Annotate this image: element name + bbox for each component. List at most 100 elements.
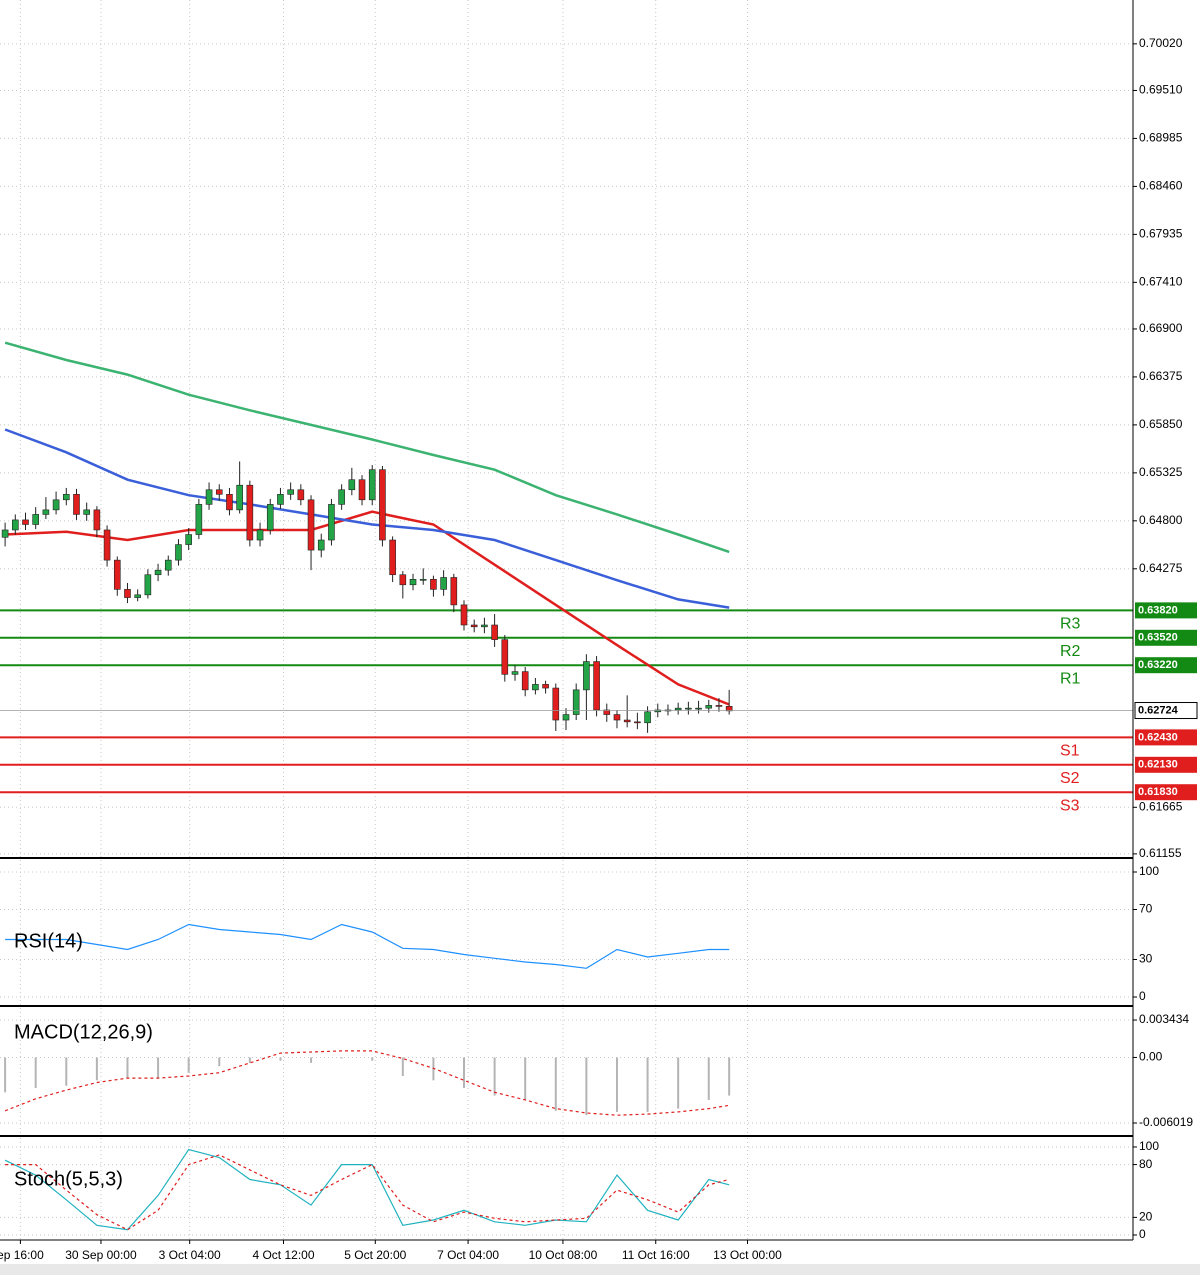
panel-title: MACD(12,26,9) [14,1021,153,1043]
candle-body [236,484,243,511]
y-tick-label: 0.00 [1139,1050,1163,1064]
candle-body [501,639,509,675]
x-tick-label: ep 16:00 [0,1248,44,1262]
panel-title: RSI(14) [14,930,83,952]
candle-body [521,671,529,691]
y-tick-label: 0.70020 [1139,36,1183,50]
candle-body [205,489,213,505]
candle-body [379,469,386,541]
candle-body [11,519,19,531]
candle-body [450,577,458,606]
y-tick-label: 0.003434 [1139,1012,1189,1026]
candle-body [674,707,682,711]
candle-body [419,579,427,581]
current-price-box [1134,702,1198,720]
candle-body [256,529,264,541]
level-price-label: 0.62130 [1138,759,1178,771]
level-name: R2 [1060,643,1081,660]
candle-body [134,594,141,598]
ma-line [5,510,730,706]
ma-line [4,341,730,554]
status-strip [0,1264,1200,1275]
candle-body [470,624,478,628]
y-tick-label: 0.65850 [1139,417,1183,431]
candle-body [644,711,651,724]
y-tick-label: -0.006019 [1139,1115,1193,1129]
indicator-line [5,923,730,969]
candle-body [532,684,539,691]
candle-body [572,689,580,715]
level-name: S1 [1060,743,1080,760]
candle-body [634,721,641,724]
level-price-box [1135,784,1197,801]
frame-layer [0,0,1134,1241]
candle-body [287,489,294,495]
indicator-line [4,1148,730,1231]
y-tick-label: 0.69510 [1139,83,1183,97]
y-tick-label: 0.61155 [1139,846,1182,860]
level-price-box [1135,602,1197,619]
y-tick-label: 0.66900 [1139,321,1183,335]
candle-body [705,705,713,709]
candle-body [62,494,70,501]
candle-body [103,529,111,561]
candle-body [1,529,9,538]
grid-layer [0,0,1133,1240]
level-price-label: 0.63220 [1138,659,1178,671]
candle-body [93,509,101,531]
y-tick-label: 0 [1139,1227,1146,1241]
candle-body [481,624,488,628]
y-tick-label: 0.64275 [1139,561,1183,575]
candle-body [552,687,560,721]
signal-line [4,1050,730,1116]
candle-body [195,504,203,535]
candle-body [317,539,325,551]
x-tick-label: 13 Oct 00:00 [713,1248,782,1262]
candle-body [623,719,631,723]
level-price-box [1135,729,1197,746]
level-price-label: 0.61830 [1138,786,1178,798]
candle-body [144,574,152,596]
candle-body [164,559,172,571]
candle-body [389,539,396,576]
candle-body [226,494,233,511]
x-tick-label: 5 Oct 20:00 [344,1248,406,1262]
candle-body [460,604,468,626]
x-tick-label: 30 Sep 00:00 [65,1248,137,1262]
candle-body [83,509,90,515]
level-price-box [1135,629,1197,646]
candle-body [542,684,549,689]
candle-body [593,661,600,711]
level-price-label: 0.63820 [1138,604,1178,616]
y-tick-label: 30 [1139,952,1153,966]
candle-body [22,519,29,525]
y-tick-label: 80 [1139,1157,1153,1171]
y-tick-label: 100 [1139,864,1159,878]
candle-body [715,705,723,707]
candle-body [154,569,162,576]
candle-body [491,624,498,640]
marks-layer [0,341,1133,1231]
candle-body [430,579,437,590]
candle-body [266,504,274,531]
candle-body [297,489,305,501]
level-name: R1 [1060,670,1081,687]
y-tick-label: 0.67935 [1139,227,1183,241]
y-tick-label: 0.65325 [1139,465,1183,479]
candle-body [42,509,50,515]
candle-body [399,574,407,586]
labels-layer: 0.70020 0.69510 0.68985 0.68460 0.67935 0.674… [0,36,1198,1262]
candle-body [685,707,692,710]
candle-body [348,479,356,491]
ma-line [4,428,730,609]
level-name: S2 [1060,770,1080,787]
candle-body [32,514,39,525]
level-price-box [1135,657,1197,674]
x-tick-label: 4 Oct 12:00 [252,1248,314,1262]
candle-body [175,544,182,561]
candle-body [562,714,570,721]
y-tick-label: 0.64800 [1139,513,1183,527]
candle-body [440,577,447,590]
level-name: S3 [1060,797,1080,814]
candle-body [328,504,335,541]
